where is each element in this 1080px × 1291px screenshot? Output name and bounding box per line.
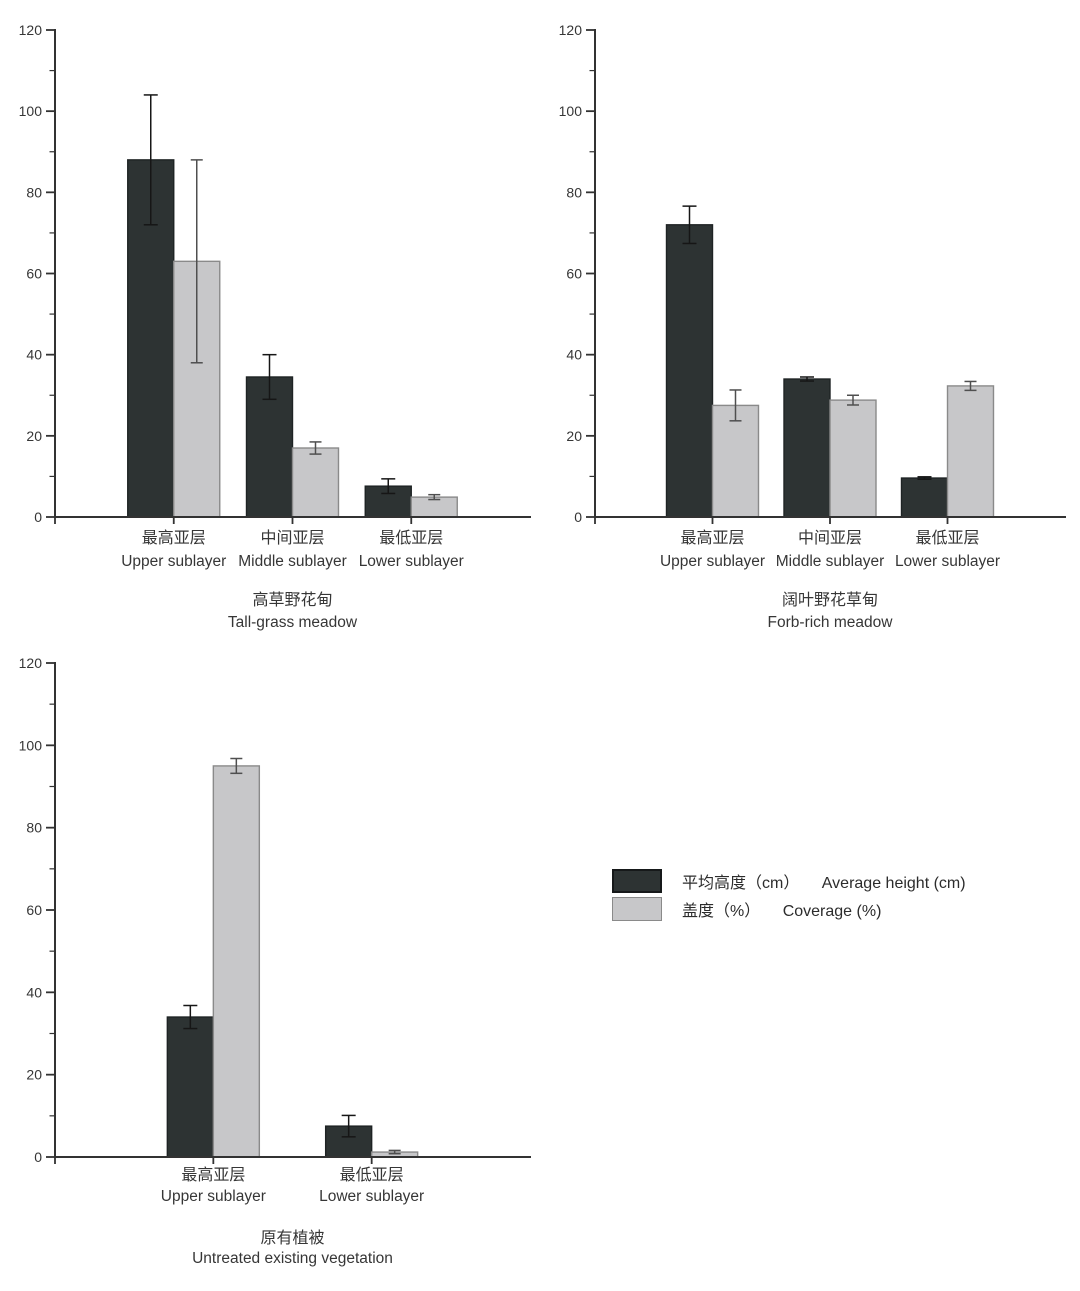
error-bar-coverage-1: [388, 1149, 401, 1155]
error-bar-coverage-0: [190, 159, 203, 364]
y-tick-label: 40: [26, 347, 42, 363]
chart-forb-rich-meadow: 0 20 40 60 80 100 120 最高亚层 Upper sublayer 中间亚层 Mid…: [559, 22, 1066, 631]
y-tick-label: 20: [26, 1067, 42, 1083]
error-bar-height-1: [800, 376, 814, 382]
y-tick-label: 120: [19, 22, 43, 38]
y-tick-label: 0: [34, 509, 42, 525]
bar-coverage-0: [173, 260, 221, 518]
y-tick-label: 40: [566, 347, 582, 363]
category-label-en-0: Upper sublayer: [161, 1188, 266, 1205]
category-label-en-2: Lower sublayer: [895, 553, 1000, 570]
legend-label-coverage-zh: 盖度（%）: [682, 903, 761, 920]
chart-untreated-existing-vegetation: 0 20 40 60 80 100 120 最高亚层 Upper sublayer 最低亚层 Low…: [19, 655, 531, 1267]
category-label-zh-2: 最低亚层: [915, 529, 979, 547]
chart-title-zh: 阔叶野花草甸: [782, 591, 878, 609]
error-bar-height-1: [262, 353, 277, 401]
category-label-zh-2: 最低亚层: [379, 529, 443, 547]
error-bar-coverage-0: [729, 389, 742, 422]
legend-label-coverage-en: Coverage (%): [782, 903, 882, 920]
y-tick-label: 120: [19, 655, 43, 671]
category-label-zh-0: 最高亚层: [142, 529, 206, 547]
y-tick-label: 100: [559, 103, 583, 119]
category-label-en-1: Middle sublayer: [776, 553, 885, 570]
y-tick-label: 40: [26, 984, 42, 1000]
chart-title-en: Forb-rich meadow: [768, 614, 894, 631]
y-tick-label: 80: [566, 184, 582, 200]
axes: [54, 662, 531, 1158]
category-label-en-0: Upper sublayer: [121, 553, 226, 570]
y-tick-label: 60: [26, 266, 42, 282]
y-tick-label: 100: [19, 103, 43, 119]
error-bar-coverage-2: [964, 380, 977, 392]
legend-label-average-height: 平均高度（cm） Average height (cm): [682, 869, 966, 893]
y-tick-label: 80: [26, 184, 42, 200]
legend-swatch-coverage: [612, 897, 662, 921]
chart-title-en: Untreated existing vegetation: [192, 1250, 393, 1267]
bar-coverage-0: [212, 765, 261, 1158]
bar-coverage-2: [946, 385, 995, 518]
category-label-zh-0: 最高亚层: [181, 1166, 245, 1184]
error-bar-height-0: [183, 1004, 198, 1030]
y-tick-label: 60: [26, 902, 42, 918]
category-label-zh-1: 中间亚层: [798, 529, 862, 547]
error-bar-height-2: [381, 478, 396, 495]
legend-label-average-height-zh: 平均高度（cm）: [682, 875, 800, 892]
category-label-en-0: Upper sublayer: [660, 553, 765, 570]
bar-height-1: [783, 378, 831, 518]
error-bar-coverage-1: [847, 394, 859, 406]
chart-tall-grass-meadow: 0 20 40 60 80 100 120 最高亚层 Upper sublayer 中间亚层 Mid…: [19, 22, 531, 631]
category-label-en-2: Lower sublayer: [359, 553, 464, 570]
y-tick-label: 120: [559, 22, 583, 38]
error-bar-coverage-2: [428, 493, 441, 501]
legend-item-average-height: 平均高度（cm） Average height (cm): [612, 869, 966, 893]
category-label-en-1: Lower sublayer: [319, 1188, 424, 1205]
error-bar-height-0: [682, 205, 697, 245]
category-label-zh-1: 中间亚层: [260, 529, 324, 547]
y-tick-label: 0: [34, 1149, 42, 1165]
category-label-en-1: Middle sublayer: [238, 553, 347, 570]
legend-swatch-height: [612, 869, 662, 893]
y-tick-label: 0: [574, 509, 582, 525]
y-tick-label: 20: [26, 428, 42, 444]
error-bar-height-0: [143, 94, 158, 226]
chart-title-en: Tall-grass meadow: [228, 614, 358, 631]
bar-coverage-1: [829, 399, 877, 518]
legend-label-average-height-en: Average height (cm): [821, 875, 966, 892]
y-tick-label: 20: [566, 428, 582, 444]
category-label-zh-0: 最高亚层: [680, 529, 744, 547]
y-tick-label: 60: [566, 266, 582, 282]
error-bar-coverage-0: [230, 757, 243, 775]
chart-title-zh: 原有植被: [260, 1229, 324, 1247]
error-bar-height-2: [917, 476, 932, 481]
y-tick-label: 100: [19, 737, 43, 753]
legend-item-coverage: 盖度（%） Coverage (%): [612, 897, 966, 921]
chart-title-zh: 高草野花甸: [252, 591, 332, 609]
bar-coverage-1: [291, 447, 340, 518]
y-tick-label: 80: [26, 820, 42, 836]
legend-label-coverage: 盖度（%） Coverage (%): [682, 897, 881, 921]
category-label-zh-1: 最低亚层: [340, 1166, 404, 1184]
bar-height-1: [245, 376, 294, 518]
error-bar-height-1: [341, 1114, 356, 1138]
bar-height-2: [900, 477, 949, 518]
bar-coverage-0: [711, 404, 760, 518]
bar-height-0: [665, 224, 714, 518]
error-bar-coverage-1: [309, 441, 322, 455]
legend: 平均高度（cm） Average height (cm) 盖度（%） Cover…: [612, 869, 966, 921]
bar-height-0: [166, 1016, 215, 1158]
